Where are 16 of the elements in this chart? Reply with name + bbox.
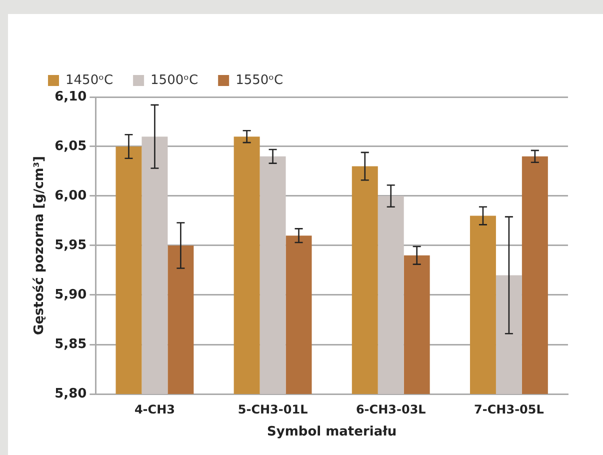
- y-tick-label: 6,10: [54, 89, 87, 104]
- y-tick-label: 5,80: [54, 386, 87, 402]
- y-tick-label: 5,90: [54, 287, 87, 302]
- x-tick-label: 6-CH3-03L: [356, 402, 426, 416]
- x-axis-title: Symbol materiału: [267, 424, 397, 440]
- y-tick-label: 6,05: [54, 138, 87, 154]
- y-axis-title: Gęstość pozorna [g/cm³]: [32, 156, 48, 335]
- legend-label: 1500ᵒC: [150, 72, 198, 88]
- x-tick-label: 5-CH3-01L: [238, 402, 308, 416]
- y-tick-label: 6,00: [54, 188, 87, 204]
- y-tick-label: 5,85: [54, 336, 87, 352]
- legend-label: 1450ᵒC: [66, 72, 114, 88]
- legend-label: 1550ᵒC: [236, 72, 284, 88]
- x-tick-label: 4-CH3: [134, 402, 175, 416]
- x-tick-label: 7-CH3-05L: [474, 402, 544, 416]
- y-tick-label: 5,95: [54, 238, 87, 253]
